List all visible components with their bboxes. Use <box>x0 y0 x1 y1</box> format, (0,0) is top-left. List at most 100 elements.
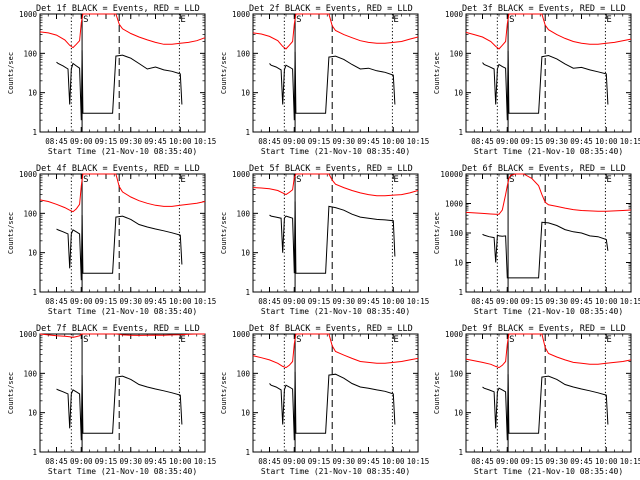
events-rate-line <box>56 50 183 121</box>
x-tick-label: 09:30 <box>119 457 142 466</box>
lld-rate-line <box>465 13 632 50</box>
y-tick-label: 1 <box>245 288 250 297</box>
detector-panel-6: Det 6f BLACK = Events, RED = LLD 1 10 100 10… <box>433 164 640 316</box>
y-tick-label: 1000 <box>232 10 251 19</box>
x-tick-label: 08:45 <box>258 137 281 146</box>
events-rate-line <box>56 375 183 441</box>
detector-panel-1: Det 1f BLACK = Events, RED = LLD 1 10 100 10… <box>7 4 216 156</box>
panel-title: Det 1f BLACK = Events, RED = LLD <box>36 4 200 14</box>
panel-title: Det 3f BLACK = Events, RED = LLD <box>462 4 626 14</box>
x-tick-label: 10:15 <box>620 297 640 306</box>
x-axis-label: Start Time (21-Nov-10 08:35:40) <box>474 307 623 316</box>
x-axis-label: Start Time (21-Nov-10 08:35:40) <box>261 307 410 316</box>
attenuator-marker-label: E <box>393 175 398 185</box>
x-tick-label: 09:45 <box>144 137 167 146</box>
x-axis-label: Start Time (21-Nov-10 08:35:40) <box>48 147 197 156</box>
attenuator-marker-label: S <box>509 15 514 25</box>
y-tick-label: 10 <box>241 89 251 98</box>
panel-title: Det 7f BLACK = Events, RED = LLD <box>36 324 200 334</box>
x-tick-label: 09:00 <box>70 457 93 466</box>
panel-title: Det 6f BLACK = Events, RED = LLD <box>462 164 626 174</box>
plot-frame <box>252 173 419 293</box>
y-axis-label: Counts/sec <box>433 52 441 94</box>
x-tick-label: 09:30 <box>119 137 142 146</box>
lld-rate-line <box>465 173 632 215</box>
y-tick-label: 1000 <box>445 10 464 19</box>
x-tick-label: 09:15 <box>521 297 544 306</box>
x-tick-label: 10:15 <box>407 457 430 466</box>
x-axis-label: Start Time (21-Nov-10 08:35:40) <box>261 467 410 476</box>
attenuator-marker-label: E <box>606 175 611 185</box>
x-tick-label: 10:00 <box>595 137 618 146</box>
panel-title: Det 2f BLACK = Events, RED = LLD <box>249 4 413 14</box>
attenuator-marker-label: S <box>509 175 514 185</box>
detector-panel-7: Det 7f BLACK = Events, RED = LLD 1 10 100 10… <box>7 324 216 476</box>
x-tick-label: 10:00 <box>169 297 192 306</box>
y-tick-label: 10 <box>28 89 38 98</box>
x-tick-label: 09:00 <box>283 297 306 306</box>
attenuator-marker-label: S <box>83 175 88 185</box>
lld-rate-line <box>252 333 419 369</box>
x-tick-label: 10:15 <box>620 457 640 466</box>
y-axis-label: Counts/sec <box>7 52 15 94</box>
y-tick-label: 1000 <box>232 330 251 339</box>
x-tick-label: 09:30 <box>545 137 568 146</box>
attenuator-marker-label: S <box>296 15 301 25</box>
x-tick-label: 10:15 <box>194 297 217 306</box>
y-axis-label: Counts/sec <box>7 212 15 254</box>
x-tick-label: 09:45 <box>570 457 593 466</box>
attenuator-marker-label: S <box>83 335 88 345</box>
attenuator-marker-label: S <box>83 15 88 25</box>
lld-rate-line <box>39 333 205 338</box>
y-tick-label: 10 <box>454 259 464 268</box>
y-axis-label: Counts/sec <box>220 372 228 414</box>
x-tick-label: 09:30 <box>119 297 142 306</box>
y-axis-label: Counts/sec <box>7 372 15 414</box>
x-tick-label: 08:45 <box>258 457 281 466</box>
y-tick-label: 10 <box>28 249 38 258</box>
plot-frame <box>39 13 206 133</box>
panel-title: Det 4f BLACK = Events, RED = LLD <box>36 164 200 174</box>
x-tick-label: 08:45 <box>258 297 281 306</box>
y-tick-label: 1 <box>245 128 250 137</box>
attenuator-marker-label: E <box>393 335 398 345</box>
events-rate-line <box>269 371 396 441</box>
y-tick-label: 100 <box>236 209 250 218</box>
y-tick-label: 10 <box>241 409 251 418</box>
detector-panel-5: Det 5f BLACK = Events, RED = LLD 1 10 100 10… <box>220 164 429 316</box>
y-axis-label: Counts/sec <box>220 52 228 94</box>
x-tick-label: 10:15 <box>194 457 217 466</box>
y-tick-label: 100 <box>449 49 463 58</box>
events-rate-line <box>482 221 609 279</box>
lld-rate-line <box>252 13 419 50</box>
x-tick-label: 08:45 <box>471 457 494 466</box>
attenuator-marker-label: E <box>606 335 611 345</box>
y-tick-label: 100 <box>236 369 250 378</box>
x-tick-label: 09:00 <box>496 297 519 306</box>
x-tick-label: 09:30 <box>332 297 355 306</box>
y-tick-label: 100 <box>236 49 250 58</box>
x-tick-label: 10:15 <box>620 137 640 146</box>
x-tick-label: 09:00 <box>283 457 306 466</box>
x-tick-label: 09:45 <box>357 297 380 306</box>
x-axis-label: Start Time (21-Nov-10 08:35:40) <box>261 147 410 156</box>
x-tick-label: 09:15 <box>308 297 331 306</box>
x-tick-label: 08:45 <box>45 297 68 306</box>
y-tick-label: 100 <box>449 369 463 378</box>
x-tick-label: 08:45 <box>45 457 68 466</box>
x-axis-label: Start Time (21-Nov-10 08:35:40) <box>474 147 623 156</box>
y-axis-label: Counts/sec <box>433 372 441 414</box>
plot-frame <box>465 333 632 453</box>
panel-title: Det 9f BLACK = Events, RED = LLD <box>462 324 626 334</box>
y-tick-label: 1 <box>458 448 463 457</box>
y-tick-label: 1 <box>245 448 250 457</box>
events-rate-line <box>482 50 609 121</box>
y-tick-label: 1 <box>32 128 37 137</box>
y-tick-label: 10 <box>454 409 464 418</box>
lld-rate-line <box>252 173 419 197</box>
x-tick-label: 10:00 <box>382 457 405 466</box>
x-tick-label: 09:30 <box>545 297 568 306</box>
attenuator-marker-label: S <box>296 335 301 345</box>
lld-rate-line <box>39 13 206 49</box>
detector-panel-4: Det 4f BLACK = Events, RED = LLD 1 10 100 10… <box>7 164 216 316</box>
